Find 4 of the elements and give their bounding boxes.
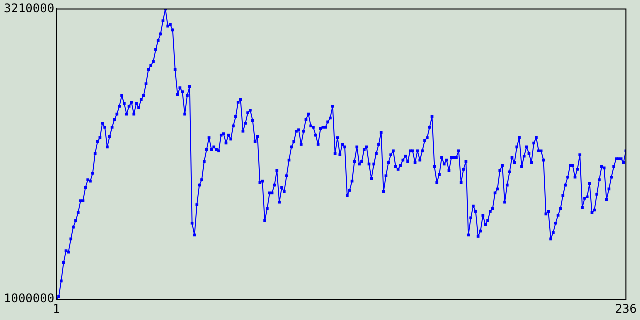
y-tick-label: 3210000	[4, 1, 55, 16]
x-tick-label: 236	[615, 302, 638, 316]
x-tick-label: 1	[52, 302, 60, 316]
y-tick-label: 1000000	[4, 292, 55, 306]
